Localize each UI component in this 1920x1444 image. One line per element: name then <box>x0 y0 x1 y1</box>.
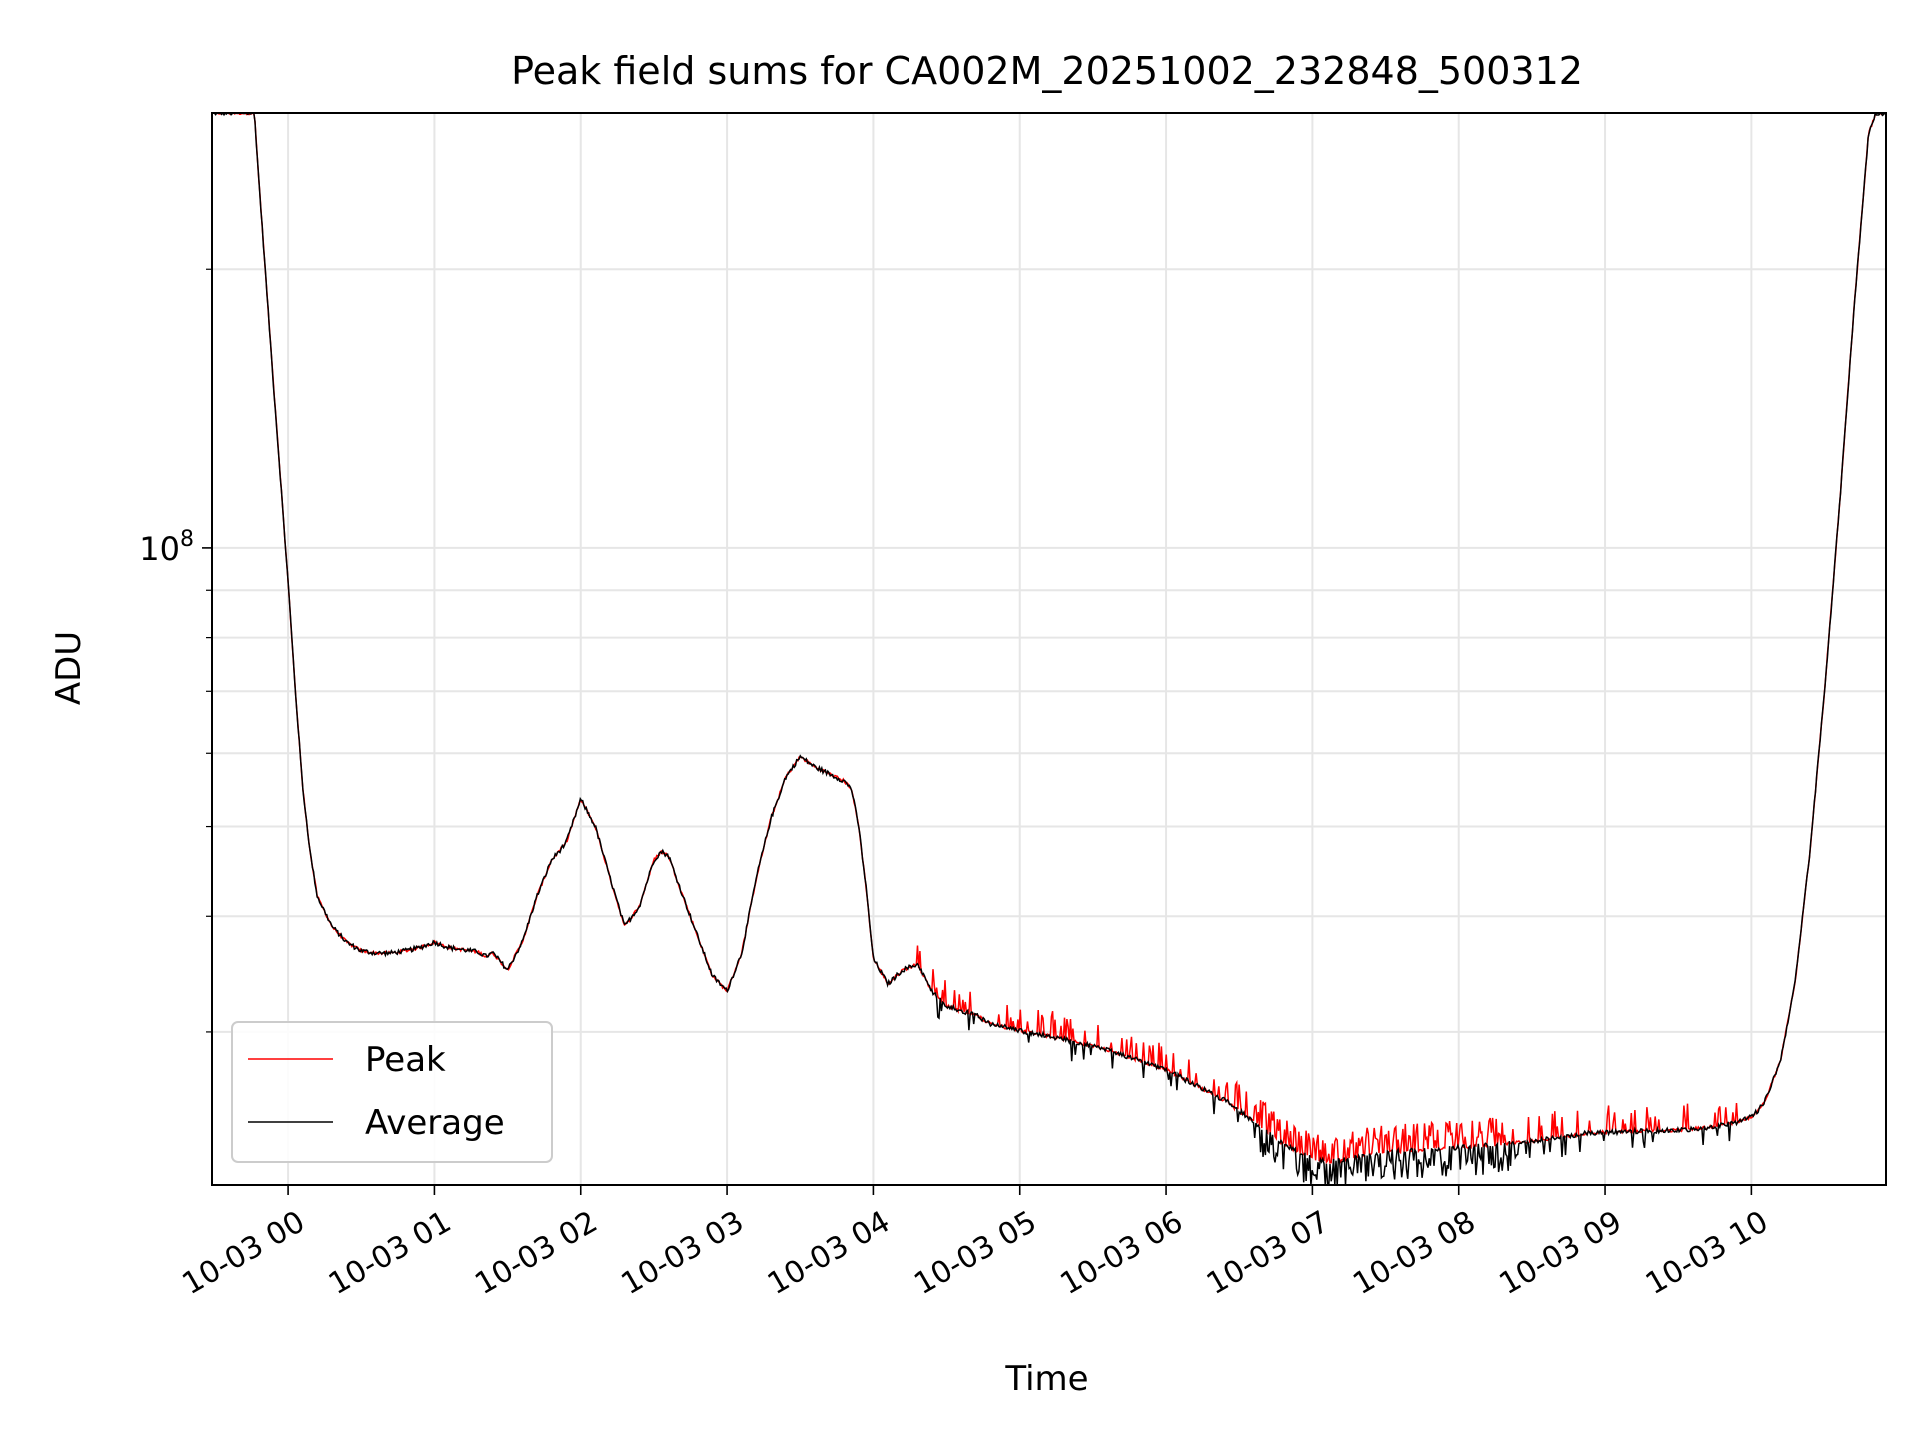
x-tick-label: 10-03 03 <box>616 1204 750 1302</box>
chart-title: Peak field sums for CA002M_20251002_2328… <box>511 49 1583 93</box>
x-tick-label: 10-03 01 <box>323 1204 457 1302</box>
plot-frame <box>211 112 1887 1186</box>
x-tick-label: 10-03 08 <box>1347 1204 1481 1302</box>
x-tick-label: 10-03 00 <box>177 1204 311 1302</box>
series-line-average <box>212 113 1886 1185</box>
series-layer <box>212 113 1886 1185</box>
x-tick-label: 10-03 06 <box>1055 1204 1189 1302</box>
legend-label-peak: Peak <box>365 1040 446 1080</box>
x-tick-label: 10-03 07 <box>1201 1204 1335 1302</box>
y-tick-label-base: 10 <box>139 530 180 568</box>
y-tick-label-exponent: 8 <box>180 527 194 552</box>
x-axis-label: Time <box>1004 1359 1088 1399</box>
y-axis-label: ADU <box>49 631 89 705</box>
legend: Peak Average <box>231 1021 553 1163</box>
x-tick-label: 10-03 05 <box>908 1204 1042 1302</box>
legend-label-average: Average <box>365 1103 505 1143</box>
legend-box <box>231 1021 553 1163</box>
y-tick-label: 108 <box>139 527 194 568</box>
x-tick-label: 10-03 04 <box>762 1204 896 1302</box>
x-tick-label: 10-03 10 <box>1640 1204 1774 1302</box>
x-tick-label: 10-03 09 <box>1494 1204 1628 1302</box>
x-tick-label: 10-03 02 <box>469 1204 603 1302</box>
